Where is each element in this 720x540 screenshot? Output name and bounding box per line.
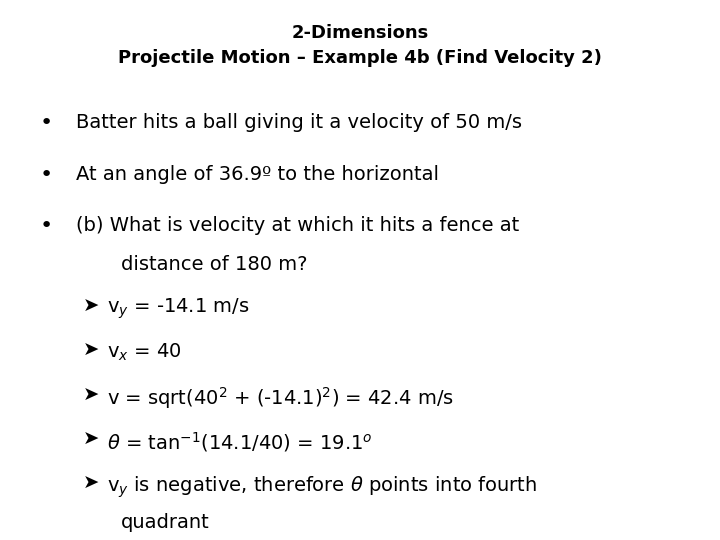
Text: v$_x$ = 40: v$_x$ = 40 xyxy=(107,341,181,362)
Text: ➤: ➤ xyxy=(83,474,99,493)
Text: $\theta$ = tan$^{-1}$(14.1/40) = 19.1$^o$: $\theta$ = tan$^{-1}$(14.1/40) = 19.1$^o… xyxy=(107,430,372,454)
Text: (b) What is velocity at which it hits a fence at: (b) What is velocity at which it hits a … xyxy=(76,216,519,235)
Text: ➤: ➤ xyxy=(83,430,99,449)
Text: distance of 180 m?: distance of 180 m? xyxy=(121,255,307,274)
Text: Batter hits a ball giving it a velocity of 50 m/s: Batter hits a ball giving it a velocity … xyxy=(76,113,521,132)
Text: v = sqrt(40$^2$ + (-14.1)$^2$) = 42.4 m/s: v = sqrt(40$^2$ + (-14.1)$^2$) = 42.4 m/… xyxy=(107,386,454,411)
Text: ➤: ➤ xyxy=(83,341,99,360)
Text: quadrant: quadrant xyxy=(121,513,210,532)
Text: •: • xyxy=(40,216,53,236)
Text: At an angle of 36.9º to the horizontal: At an angle of 36.9º to the horizontal xyxy=(76,165,438,184)
Text: ➤: ➤ xyxy=(83,386,99,404)
Text: v$_y$ = -14.1 m/s: v$_y$ = -14.1 m/s xyxy=(107,297,249,321)
Text: •: • xyxy=(40,113,53,133)
Text: v$_y$ is negative, therefore $\theta$ points into fourth: v$_y$ is negative, therefore $\theta$ po… xyxy=(107,474,537,500)
Text: ➤: ➤ xyxy=(83,297,99,316)
Text: 2-Dimensions
Projectile Motion – Example 4b (Find Velocity 2): 2-Dimensions Projectile Motion – Example… xyxy=(118,24,602,66)
Text: •: • xyxy=(40,165,53,185)
